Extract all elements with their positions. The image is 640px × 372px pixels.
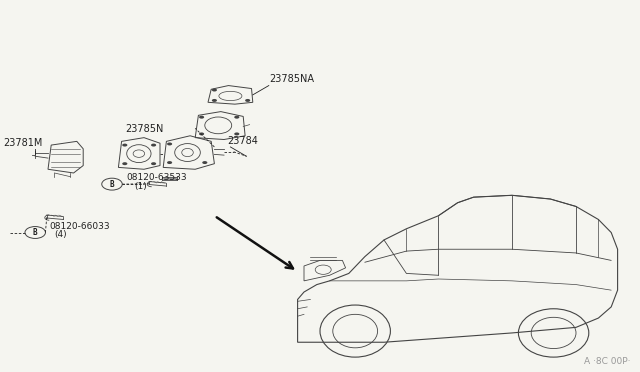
Circle shape [234,132,239,135]
Text: 23785NA: 23785NA [269,74,314,84]
Circle shape [212,99,217,102]
Circle shape [151,144,156,147]
Circle shape [199,132,204,135]
Circle shape [167,142,172,145]
Text: (1): (1) [134,182,147,191]
Circle shape [212,89,217,92]
Circle shape [122,144,127,147]
Text: 08120-66033: 08120-66033 [49,222,110,231]
Text: B: B [33,228,38,237]
Circle shape [202,161,207,164]
Text: (4): (4) [54,230,67,239]
Text: B: B [109,180,115,189]
Text: 23781M: 23781M [3,138,43,148]
Circle shape [199,116,204,119]
Circle shape [167,161,172,164]
Circle shape [122,162,127,165]
Text: 23785N: 23785N [125,124,163,134]
Circle shape [245,99,250,102]
Text: 08120-63533: 08120-63533 [126,173,187,182]
Text: A ·8C 00P·: A ·8C 00P· [584,357,630,366]
Circle shape [234,116,239,119]
Circle shape [151,162,156,165]
Text: 23784: 23784 [227,136,258,146]
